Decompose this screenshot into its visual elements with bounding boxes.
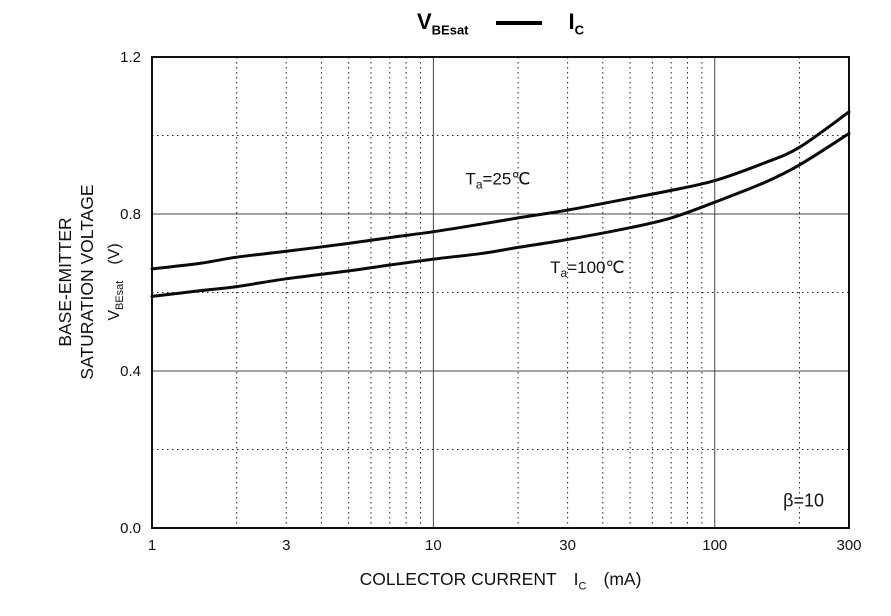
svg-text:0.0: 0.0 (120, 520, 141, 537)
title-dash-line (495, 21, 542, 25)
gridlines (152, 57, 849, 528)
title-ic: IC (568, 8, 585, 38)
svg-text:β=10: β=10 (783, 490, 824, 510)
x-axis-title: COLLECTOR CURRENT IC (mA) (152, 569, 849, 593)
annotation-ta-100: Ta=100℃ (550, 258, 624, 280)
svg-text:1.2: 1.2 (120, 49, 141, 66)
curve-ta-25c (150, 110, 851, 271)
x-axis-title-text: COLLECTOR CURRENT (359, 569, 557, 589)
svg-text:10: 10 (425, 537, 442, 554)
x-axis-unit: (mA) (603, 569, 642, 589)
annotation-beta: β=10 (783, 490, 824, 510)
plot-border (151, 56, 850, 529)
chart-title: VBEsat IC (152, 6, 849, 40)
title-vbesat: VBEsat (416, 8, 469, 38)
svg-text:30: 30 (559, 537, 576, 554)
annotation-ta-25: Ta=25℃ (465, 170, 530, 192)
x-tick-labels: 1 3 10 30 100 300 (148, 537, 862, 554)
svg-text:1: 1 (148, 537, 156, 554)
curve-ta-100c (150, 132, 851, 298)
x-axis-symbol: IC (573, 569, 587, 593)
svg-text:Ta=25℃: Ta=25℃ (465, 170, 530, 192)
svg-text:Ta=100℃: Ta=100℃ (550, 258, 624, 280)
svg-text:300: 300 (836, 537, 861, 554)
svg-text:100: 100 (702, 537, 727, 554)
svg-text:0.8: 0.8 (120, 206, 141, 223)
y-tick-labels: 0.0 0.4 0.8 1.2 (120, 49, 141, 537)
svg-text:3: 3 (282, 537, 290, 554)
svg-text:0.4: 0.4 (120, 363, 141, 380)
